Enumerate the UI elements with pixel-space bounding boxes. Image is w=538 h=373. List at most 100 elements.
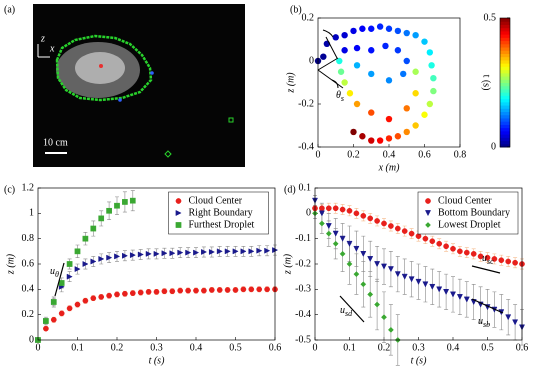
- point: [421, 111, 428, 118]
- colorbar-cell: [500, 43, 510, 48]
- legend-marker: [175, 209, 182, 217]
- point: [129, 252, 136, 259]
- colorbar-cell: [500, 82, 510, 87]
- annotation: usc: [482, 253, 494, 266]
- point: [360, 213, 367, 219]
- x-tick-label: 0.2: [378, 342, 391, 353]
- point: [429, 283, 436, 290]
- point: [412, 32, 419, 39]
- panel-label: (a): [4, 4, 15, 15]
- point: [122, 252, 129, 259]
- colorbar-cell: [500, 137, 510, 142]
- colorbar-cell: [500, 105, 510, 109]
- point: [346, 90, 354, 97]
- point: [394, 47, 402, 54]
- point: [360, 281, 367, 288]
- axis-label: x: [49, 43, 55, 54]
- point: [169, 250, 176, 257]
- point: [394, 133, 402, 140]
- y-axis-label: z (m): [282, 253, 293, 275]
- point: [505, 258, 512, 265]
- point: [264, 286, 270, 293]
- point: [350, 27, 357, 35]
- point: [346, 207, 353, 214]
- point: [350, 128, 357, 136]
- colorbar-cell: [500, 50, 510, 54]
- y-tick-label: -0.1: [295, 233, 311, 244]
- point: [248, 248, 255, 255]
- y-tick-label: -0.4: [295, 309, 311, 320]
- point: [216, 287, 223, 293]
- point: [332, 205, 339, 212]
- point: [98, 255, 105, 262]
- point: [359, 25, 366, 32]
- legend-marker: [424, 210, 432, 217]
- point: [415, 233, 422, 239]
- axes-frame: [317, 17, 461, 148]
- point: [332, 34, 339, 41]
- point: [512, 319, 519, 326]
- panel-label: (c): [4, 184, 15, 195]
- point: [382, 42, 389, 50]
- point: [50, 316, 57, 323]
- legend-marker: [175, 198, 182, 204]
- annotation-sub: sd: [345, 309, 353, 318]
- point: [408, 276, 415, 283]
- point: [385, 135, 393, 142]
- colorbar-cell: [500, 72, 510, 77]
- point: [129, 290, 136, 296]
- y-tick-label: 0: [306, 208, 311, 219]
- point: [376, 137, 384, 144]
- point: [512, 259, 518, 266]
- y-tick-label: -0.2: [295, 258, 311, 269]
- point: [337, 68, 345, 75]
- point: [403, 128, 410, 136]
- legend-label: Furthest Droplet: [189, 219, 255, 230]
- annotation-text: u: [50, 266, 55, 277]
- point: [74, 301, 81, 308]
- annotation-text: u: [340, 305, 345, 316]
- annotation: uθ: [50, 266, 59, 279]
- colorbar-cell: [500, 95, 510, 100]
- point: [428, 62, 435, 69]
- point: [114, 291, 120, 298]
- point: [341, 32, 348, 39]
- y-tick-label: 0.2: [22, 309, 35, 320]
- point: [98, 294, 105, 300]
- point: [436, 240, 443, 247]
- point: [477, 253, 484, 260]
- point: [185, 287, 191, 294]
- colorbar-cell: [500, 40, 510, 45]
- point: [193, 249, 200, 256]
- legend-label: Bottom Boundary: [438, 207, 510, 218]
- point: [224, 248, 231, 255]
- point: [367, 256, 374, 263]
- colorbar-label: t (s): [481, 75, 492, 91]
- point: [90, 258, 97, 265]
- point: [449, 291, 457, 298]
- point: [98, 215, 105, 222]
- point: [332, 230, 339, 237]
- point: [216, 248, 223, 255]
- colorbar-cell: [500, 63, 510, 67]
- point: [353, 245, 360, 252]
- panel-label: (b): [290, 4, 302, 15]
- y-axis-label: z (m): [5, 253, 16, 275]
- axes-frame: [37, 187, 276, 341]
- y-tick-label: 0: [309, 55, 314, 66]
- point: [421, 38, 428, 45]
- point: [161, 250, 168, 257]
- y-tick-label: 0.2: [302, 12, 315, 23]
- x-tick-label: 0.4: [447, 342, 460, 353]
- point: [232, 248, 239, 255]
- point: [185, 249, 192, 256]
- point: [325, 230, 332, 237]
- x-tick-label: 0: [313, 342, 318, 353]
- point: [341, 47, 348, 54]
- point: [106, 254, 113, 261]
- point: [353, 271, 360, 278]
- point: [367, 291, 374, 298]
- annotation-sub: sb: [483, 320, 490, 329]
- point: [153, 289, 160, 295]
- colorbar-cell: [500, 140, 510, 145]
